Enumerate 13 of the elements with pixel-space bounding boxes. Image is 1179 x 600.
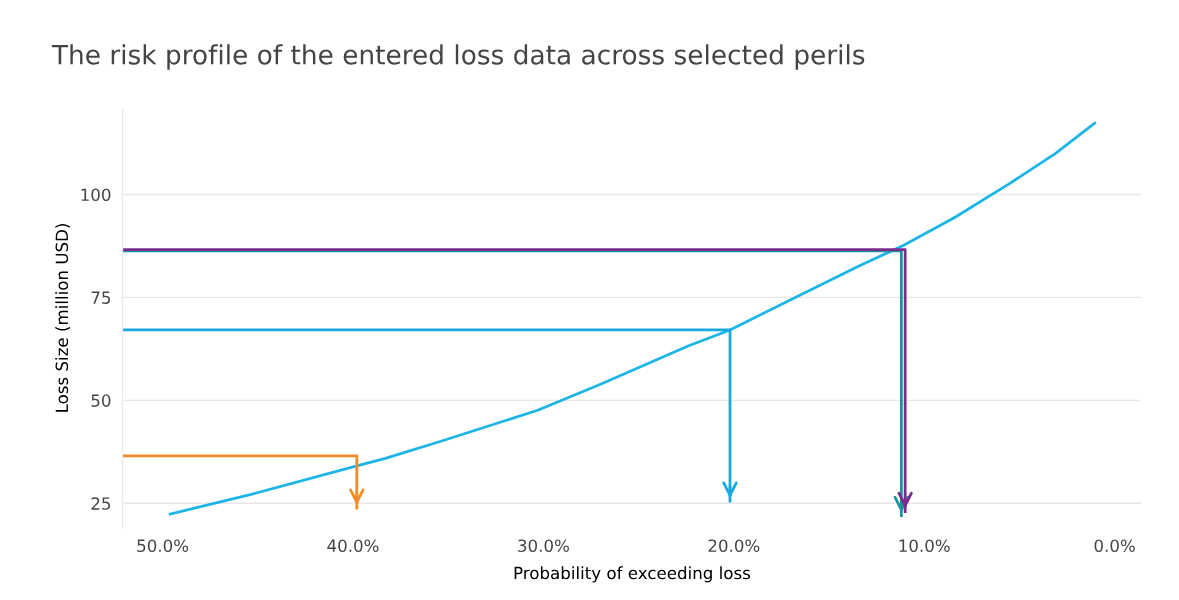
- y-axis-title: Loss Size (million USD): [55, 224, 71, 412]
- x-tick-label: 50.0%: [137, 539, 189, 553]
- y-tick-label: 25: [91, 497, 111, 510]
- x-tick-label: 10.0%: [899, 539, 950, 553]
- y-tick-label: 100: [81, 188, 111, 202]
- x-tick-label: 0.0%: [1094, 539, 1135, 553]
- chart-title: The risk profile of the entered loss data across selected perils: [51, 44, 865, 70]
- y-tick-label: 75: [91, 291, 111, 304]
- x-tick-label: 30.0%: [518, 539, 569, 553]
- x-tick-label: 40.0%: [327, 539, 379, 553]
- y-tick-label: 50: [91, 394, 111, 407]
- x-tick-label: 20.0%: [708, 539, 760, 553]
- x-axis-title: Probability of exceeding loss: [514, 566, 751, 583]
